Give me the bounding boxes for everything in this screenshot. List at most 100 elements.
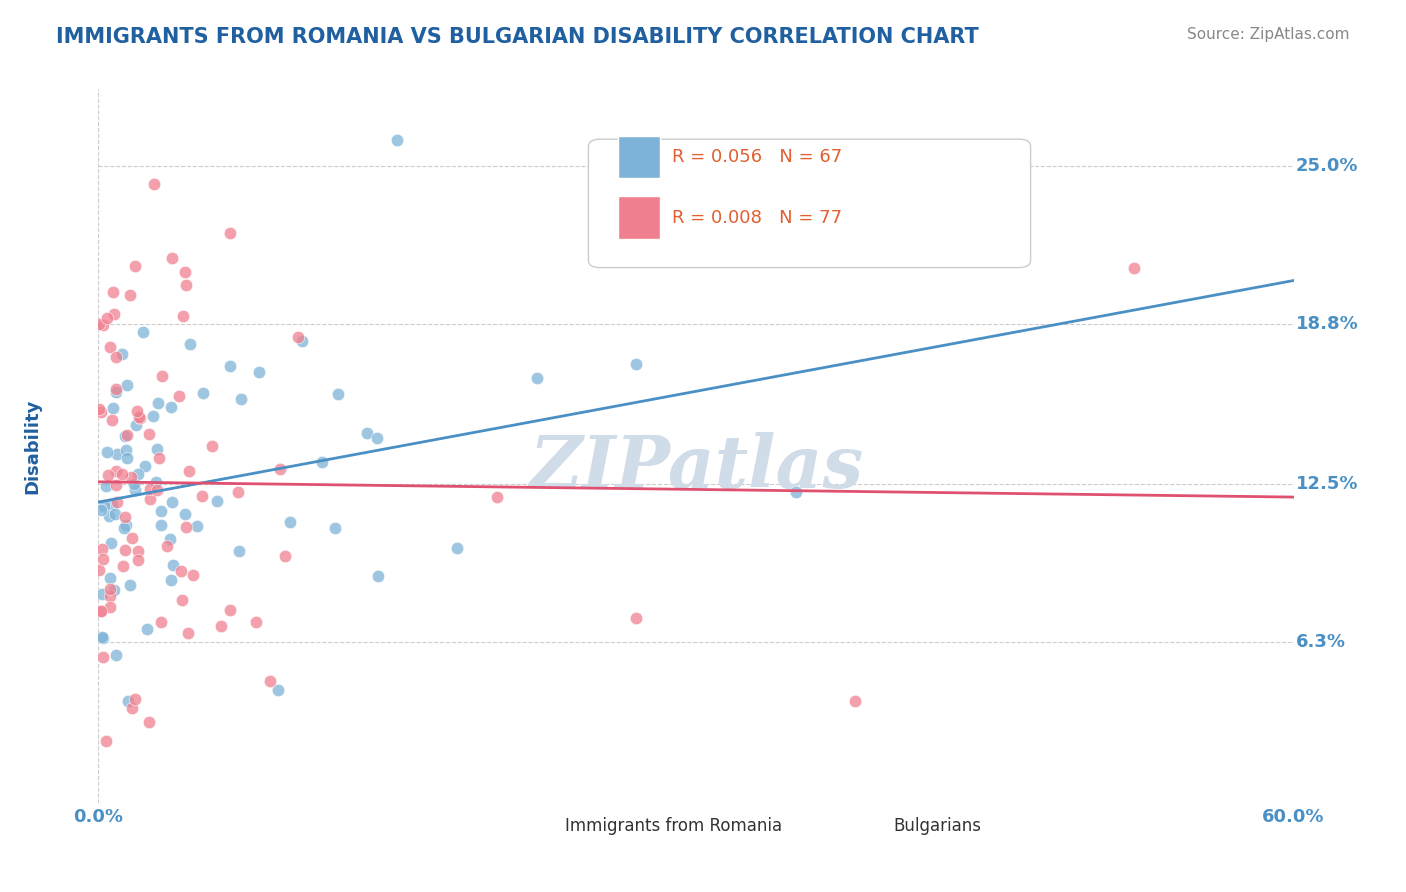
Point	[209, 619, 232, 633]
Bar	[619, 196, 661, 239]
Point	[98, 340, 121, 354]
Point	[112, 521, 135, 535]
Point	[129, 411, 152, 425]
Point	[91, 630, 114, 644]
Point	[139, 491, 162, 506]
Text: Disability: Disability	[24, 399, 42, 493]
Point	[186, 519, 208, 533]
Point	[138, 426, 160, 441]
Point	[125, 417, 148, 432]
Point	[90, 604, 112, 618]
Bar	[619, 136, 661, 178]
Text: ZIPatlas: ZIPatlas	[529, 432, 863, 503]
Point	[136, 622, 159, 636]
Point	[103, 401, 125, 416]
Point	[174, 520, 197, 534]
Point	[146, 442, 169, 456]
Point	[169, 564, 191, 578]
Point	[138, 482, 160, 496]
Point	[160, 251, 183, 265]
Point	[183, 568, 205, 582]
Point	[148, 450, 170, 465]
Point	[100, 536, 122, 550]
Point	[118, 288, 141, 302]
Point	[626, 357, 648, 371]
Point	[160, 401, 183, 415]
Text: 12.5%: 12.5%	[1296, 475, 1358, 493]
Point	[259, 674, 281, 689]
Point	[278, 515, 301, 529]
Point	[124, 692, 146, 706]
Point	[90, 405, 112, 419]
Point	[160, 574, 183, 588]
Point	[201, 439, 224, 453]
Point	[114, 509, 136, 524]
Point	[267, 683, 290, 698]
Point	[94, 479, 117, 493]
Point	[785, 485, 807, 500]
Point	[121, 531, 143, 545]
Text: R = 0.008   N = 77: R = 0.008 N = 77	[672, 209, 842, 227]
Point	[124, 259, 146, 273]
Point	[91, 631, 114, 645]
Point	[101, 499, 124, 513]
Point	[274, 549, 297, 563]
Text: Bulgarians: Bulgarians	[893, 817, 981, 835]
Point	[150, 615, 173, 630]
Point	[87, 317, 110, 331]
Point	[101, 285, 124, 300]
Point	[174, 277, 197, 292]
Point	[174, 507, 197, 521]
Point	[100, 571, 122, 585]
Point	[367, 569, 389, 583]
Bar	[839, 815, 882, 835]
Point	[156, 539, 179, 553]
Point	[105, 385, 128, 400]
Point	[328, 386, 350, 401]
Point	[207, 494, 229, 508]
Point	[93, 318, 115, 333]
Point	[117, 694, 139, 708]
Point	[325, 521, 347, 535]
Point	[219, 603, 242, 617]
Point	[120, 470, 142, 484]
Point	[143, 178, 166, 192]
Point	[172, 309, 194, 323]
Text: R = 0.056   N = 67: R = 0.056 N = 67	[672, 148, 842, 166]
Point	[127, 404, 149, 418]
Point	[117, 378, 139, 392]
Point	[105, 350, 128, 364]
Point	[122, 476, 145, 491]
Point	[287, 330, 309, 344]
Point	[127, 467, 149, 481]
Point	[98, 582, 121, 596]
Point	[219, 226, 242, 240]
Point	[149, 503, 172, 517]
Point	[159, 532, 181, 546]
Point	[229, 392, 252, 406]
Point	[115, 428, 138, 442]
Text: 18.8%: 18.8%	[1296, 315, 1358, 333]
Point	[526, 371, 548, 385]
Point	[115, 442, 138, 457]
Point	[124, 483, 146, 498]
FancyBboxPatch shape	[589, 139, 1031, 268]
Point	[226, 484, 249, 499]
Point	[290, 334, 312, 348]
Point	[96, 445, 118, 459]
Point	[112, 559, 135, 574]
Point	[311, 455, 333, 469]
Point	[193, 386, 215, 401]
Point	[179, 337, 201, 351]
Point	[118, 578, 141, 592]
Point	[96, 311, 118, 326]
Point	[104, 478, 127, 492]
Point	[245, 615, 267, 629]
Point	[104, 507, 127, 521]
Point	[247, 365, 270, 379]
Point	[105, 464, 128, 478]
Point	[150, 517, 173, 532]
Point	[96, 734, 118, 748]
Point	[191, 489, 214, 503]
Point	[146, 396, 169, 410]
